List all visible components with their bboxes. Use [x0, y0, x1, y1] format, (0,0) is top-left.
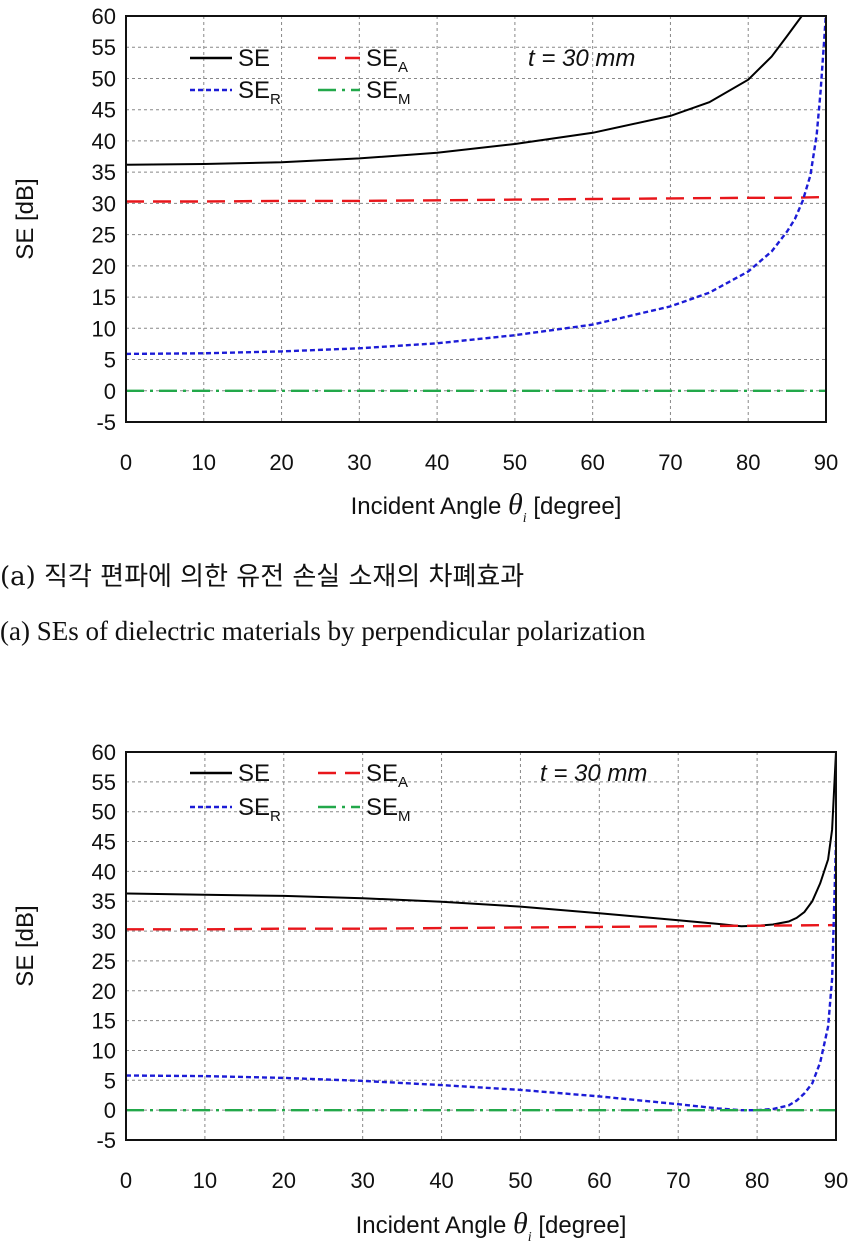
legend-label-SE_A: SEA [366, 760, 408, 791]
x-tick-label: 50 [503, 450, 527, 475]
x-tick-label: 90 [814, 450, 838, 475]
y-tick-label: 5 [104, 1068, 116, 1093]
x-axis-label: Incident Angle θi [degree] [351, 488, 622, 526]
y-tick-label: 55 [92, 770, 116, 795]
y-axis-label: SE [dB] [12, 905, 39, 986]
thickness-annotation: t = 30 mm [528, 45, 635, 72]
y-tick-label: 30 [92, 919, 116, 944]
chart-a: 0 10 20 30 40 50 60 70 80 90-50510152025303540455… [12, 4, 838, 526]
x-tick-label: 0 [120, 1168, 132, 1193]
x-tick-label: 50 [508, 1168, 532, 1193]
x-tick-label: 70 [658, 450, 682, 475]
legend-label-SE_M: SEM [366, 77, 411, 108]
y-tick-label: 60 [92, 4, 116, 29]
x-tick-label: 60 [587, 1168, 611, 1193]
x-tick-label: 80 [745, 1168, 769, 1193]
x-tick-label: 0 [120, 450, 132, 475]
gridlines [126, 752, 836, 1140]
y-tick-label: 25 [92, 949, 116, 974]
y-tick-label: 20 [92, 979, 116, 1004]
y-tick-label: 40 [92, 129, 116, 154]
y-tick-label: 50 [92, 66, 116, 91]
series-line-SE_A [126, 195, 826, 203]
y-tick-label: 25 [92, 223, 116, 248]
y-tick-label: 40 [92, 859, 116, 884]
series-line-SE_R [126, 16, 826, 356]
plot-frame [125, 751, 837, 1141]
y-tick-label: 35 [92, 160, 116, 185]
y-tick-label: 10 [92, 316, 116, 341]
legend-label-SE_M: SEM [366, 794, 411, 825]
x-tick-label: 60 [580, 450, 604, 475]
x-tick-label: 30 [347, 450, 371, 475]
series-group [126, 16, 826, 392]
gridlines [126, 16, 826, 422]
legend-label-SE_A: SEA [366, 45, 408, 76]
legend-label-SE: SE [238, 760, 270, 787]
y-tick-label: 10 [92, 1038, 116, 1063]
x-tick-label: 10 [192, 450, 216, 475]
y-tick-label: 55 [92, 35, 116, 60]
x-tick-label: 70 [666, 1168, 690, 1193]
y-tick-label: 45 [92, 830, 116, 855]
chart-b: 0 10 20 30 40 50 60 70 80 90-50510152025303540455… [12, 740, 848, 1245]
legend-label-SE_R: SER [238, 77, 281, 108]
y-tick-label: 15 [92, 285, 116, 310]
caption-a-korean: (a) 직각 편파에 의한 유전 손실 소재의 차폐효과 [0, 562, 524, 592]
series-group [126, 752, 836, 1112]
y-tick-label: 0 [104, 1098, 116, 1123]
legend-label-SE: SE [238, 45, 270, 72]
series-line-SE [126, 752, 836, 928]
x-tick-label: 40 [429, 1168, 453, 1193]
series-line-SE [126, 16, 804, 166]
y-tick-label: 20 [92, 254, 116, 279]
legend: SE SEA SER SEM [190, 760, 411, 825]
y-tick-label: 60 [92, 740, 116, 765]
x-tick-label: 90 [824, 1168, 848, 1193]
y-tick-label: 15 [92, 1009, 116, 1034]
y-tick-label: 45 [92, 98, 116, 123]
y-tick-label: 30 [92, 191, 116, 216]
y-tick-label: -5 [96, 1128, 116, 1153]
y-tick-label: -5 [96, 410, 116, 435]
x-tick-label: 20 [269, 450, 293, 475]
plot-frame [125, 15, 827, 423]
x-tick-label: 80 [736, 450, 760, 475]
caption-a-english: (a) SEs of dielectric materials by perpe… [0, 616, 646, 646]
series-line-SE_A [126, 923, 836, 931]
y-axis-label: SE [dB] [12, 178, 39, 259]
x-tick-label: 30 [350, 1168, 374, 1193]
x-axis-label: Incident Angle θi [degree] [356, 1207, 627, 1245]
y-tick-label: 35 [92, 889, 116, 914]
legend-label-SE_R: SER [238, 794, 281, 825]
y-tick-label: 0 [104, 379, 116, 404]
y-tick-label: 50 [92, 800, 116, 825]
series-line-SE_R [126, 841, 836, 1112]
x-tick-label: 20 [272, 1168, 296, 1193]
x-tick-label: 10 [193, 1168, 217, 1193]
x-tick-label: 40 [425, 450, 449, 475]
y-tick-label: 5 [104, 348, 116, 373]
legend: SE SEA SER SEM [190, 45, 411, 108]
thickness-annotation: t = 30 mm [540, 760, 647, 787]
